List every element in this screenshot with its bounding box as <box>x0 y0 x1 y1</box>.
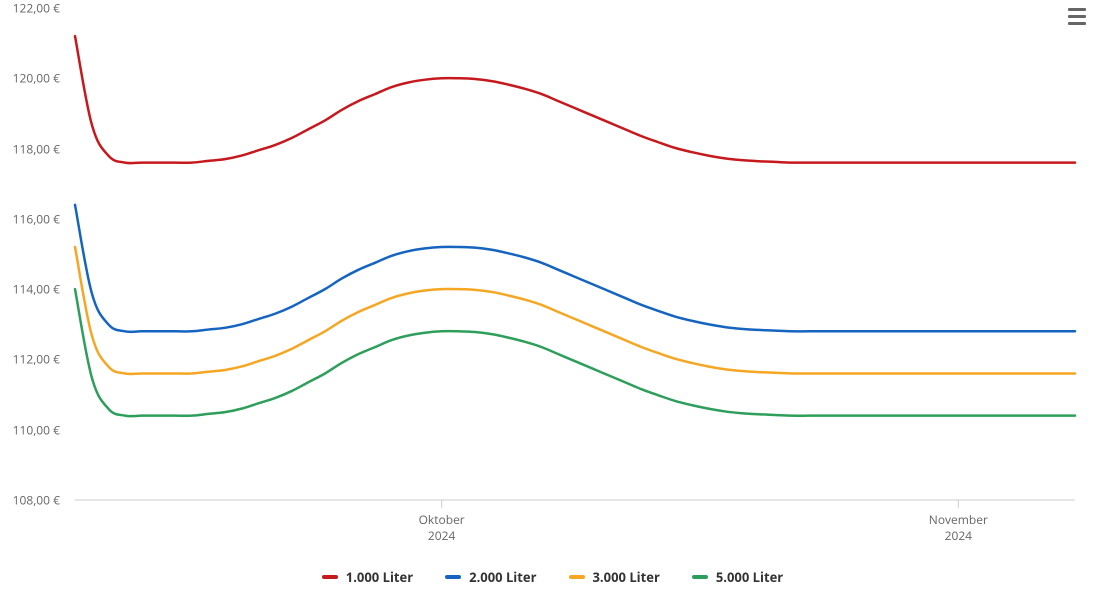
x-tick-label: Oktober2024 <box>419 512 465 543</box>
y-tick-label: 118,00 € <box>0 140 60 157</box>
series-line <box>75 205 1075 332</box>
y-tick-label: 110,00 € <box>0 421 60 438</box>
y-tick-label: 116,00 € <box>0 210 60 227</box>
y-tick-label: 112,00 € <box>0 351 60 368</box>
legend-item[interactable]: 5.000 Liter <box>692 568 783 586</box>
y-tick-label: 122,00 € <box>0 0 60 17</box>
legend-marker <box>692 575 708 579</box>
series-line <box>75 36 1075 163</box>
x-tick-month: Oktober <box>419 511 465 528</box>
x-tick-year: 2024 <box>945 527 972 544</box>
x-tick-month: November <box>929 511 988 528</box>
menu-icon-bar <box>1068 22 1086 25</box>
legend-label: 1.000 Liter <box>346 568 413 586</box>
menu-icon-bar <box>1068 8 1086 11</box>
legend-item[interactable]: 2.000 Liter <box>445 568 536 586</box>
legend-marker <box>569 575 585 579</box>
chart-legend: 1.000 Liter 2.000 Liter 3.000 Liter 5.000 L… <box>0 568 1105 586</box>
x-tick-label: November2024 <box>929 512 988 543</box>
legend-label: 3.000 Liter <box>593 568 660 586</box>
y-tick-label: 108,00 € <box>0 492 60 509</box>
menu-icon-bar <box>1068 15 1086 18</box>
x-tick-year: 2024 <box>428 527 455 544</box>
legend-marker <box>322 575 338 579</box>
chart-menu-button[interactable] <box>1063 4 1091 28</box>
legend-item[interactable]: 3.000 Liter <box>569 568 660 586</box>
y-tick-label: 114,00 € <box>0 281 60 298</box>
series-line <box>75 247 1075 374</box>
price-chart: 108,00 € 110,00 € 112,00 € 114,00 € 116,00 €… <box>0 0 1105 602</box>
series-line <box>75 289 1075 416</box>
legend-item[interactable]: 1.000 Liter <box>322 568 413 586</box>
y-tick-label: 120,00 € <box>0 70 60 87</box>
legend-label: 5.000 Liter <box>716 568 783 586</box>
legend-marker <box>445 575 461 579</box>
legend-label: 2.000 Liter <box>469 568 536 586</box>
